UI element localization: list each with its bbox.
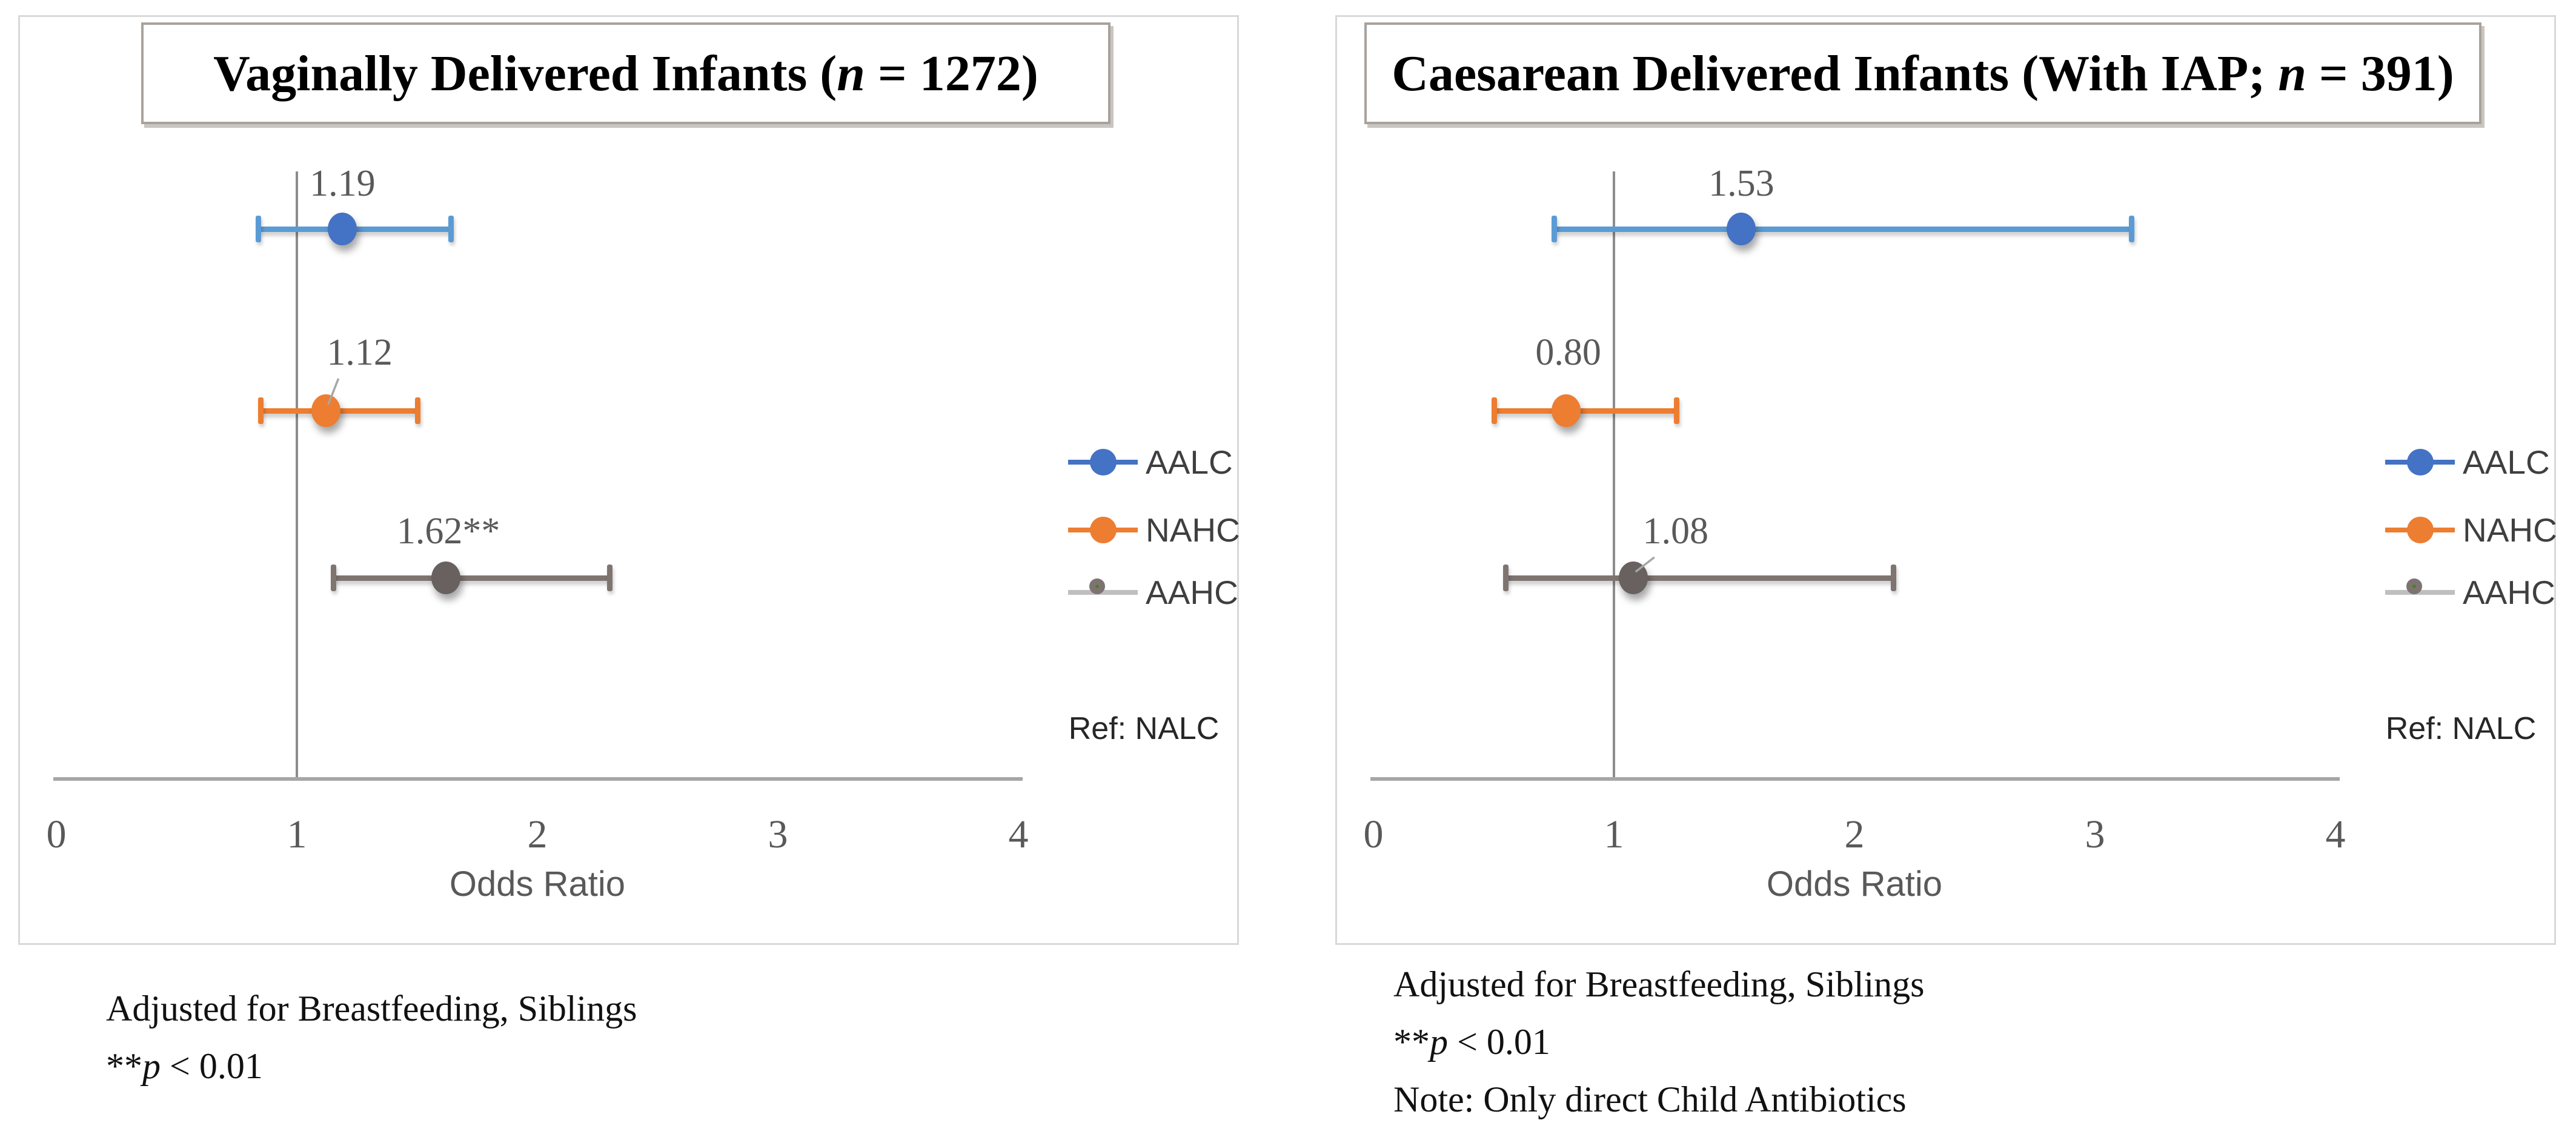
legend-marker-aahc-icon	[2406, 578, 2422, 594]
footnote-segment: Adjusted for Breastfeeding, Siblings	[106, 989, 637, 1029]
marker-aalc	[328, 213, 357, 245]
footnote-line: Adjusted for Breastfeeding, Siblings	[1393, 956, 1925, 1013]
x-tick-label: 3	[768, 812, 788, 856]
error-cap-low-nahc	[258, 397, 264, 424]
x-tick-label: 2	[1844, 812, 1865, 856]
legend-marker-aalc-icon	[2407, 449, 2434, 475]
data-label-aahc: 1.08	[1642, 511, 1709, 552]
data-label-nahc: 1.12	[327, 332, 393, 373]
chart-title-segment: n	[837, 45, 865, 102]
error-cap-high-nahc	[414, 397, 420, 424]
footnote-line: Adjusted for Breastfeeding, Siblings	[106, 980, 637, 1038]
footnote-segment: Adjusted for Breastfeeding, Siblings	[1393, 964, 1925, 1004]
legend-marker-nahc-icon	[2407, 517, 2434, 543]
x-axis-title: Odds Ratio	[449, 864, 626, 904]
leader-lines	[1635, 556, 1655, 573]
leader-lines	[327, 378, 340, 405]
x-tick-label: 0	[46, 812, 67, 856]
legend-marker-aahc-icon	[1089, 578, 1105, 594]
x-tick-label: 3	[2085, 812, 2105, 856]
error-cap-high-aalc	[448, 216, 454, 242]
footnote-line: **p < 0.01	[1393, 1013, 1925, 1071]
chart-title-box: Vaginally Delivered Infants (n = 1272)	[141, 22, 1110, 124]
legend-label-aalc: AALC	[1146, 443, 1233, 481]
legend-label-aalc: AALC	[2463, 443, 2550, 481]
chart-title: Caesarean Delivered Infants (With IAP; n…	[1392, 44, 2454, 103]
panel-vaginally-delivered: Vaginally Delivered Infants (n = 1272) 1…	[18, 15, 1240, 945]
legend-line-aahc	[1068, 590, 1138, 595]
chart-title-segment: n	[2278, 45, 2306, 102]
error-bar-aahc	[1505, 575, 1893, 581]
footnote-segment: p	[142, 1046, 161, 1086]
data-label-aahc: 1.62**	[396, 511, 500, 552]
error-cap-high-nahc	[1674, 397, 1680, 424]
chart-title: Vaginally Delivered Infants (n = 1272)	[213, 44, 1038, 103]
data-label-nahc: 0.80	[1535, 332, 1601, 373]
error-cap-high-aahc	[607, 565, 613, 591]
data-label-aalc: 1.19	[310, 163, 376, 204]
marker-aahc	[1618, 562, 1648, 594]
marker-aalc	[1727, 213, 1756, 245]
reference-line	[1613, 171, 1615, 779]
x-tick-label: 0	[1363, 812, 1384, 856]
footnote-segment: p	[1430, 1022, 1448, 1062]
marker-nahc	[1551, 394, 1581, 427]
chart-title-segment: = 391)	[2306, 45, 2454, 102]
x-tick-label: 4	[2325, 812, 2346, 856]
error-bar-nahc	[1493, 408, 1677, 414]
x-tick-label: 1	[287, 812, 307, 856]
x-axis-title: Odds Ratio	[1766, 864, 1943, 904]
error-cap-low-aalc	[1551, 216, 1557, 242]
reference-note: Ref: NALC	[2385, 711, 2537, 746]
legend-marker-nahc-icon	[1090, 517, 1117, 543]
footnote-segment: < 0.01	[1448, 1022, 1550, 1062]
error-cap-low-aahc	[1503, 565, 1509, 591]
x-tick-label: 1	[1604, 812, 1624, 856]
error-bar-aalc	[1553, 227, 2131, 232]
chart-title-segment: Caesarean Delivered Infants (With IAP;	[1392, 45, 2279, 102]
marker-aahc	[431, 562, 461, 594]
error-cap-low-nahc	[1491, 397, 1497, 424]
footnote-caesarean-delivered: Adjusted for Breastfeeding, Siblings **p …	[1393, 956, 1925, 1128]
reference-line	[296, 171, 298, 779]
marker-nahc	[311, 394, 340, 427]
error-cap-low-aahc	[330, 565, 336, 591]
footnote-line: **p < 0.01	[106, 1038, 637, 1095]
legend-marker-aalc-icon	[1090, 449, 1117, 475]
legend-label-aahc: AAHC	[2463, 574, 2555, 611]
reference-note: Ref: NALC	[1068, 711, 1220, 746]
error-cap-high-aalc	[2128, 216, 2134, 242]
x-tick-label: 2	[527, 812, 548, 856]
error-bar-aahc	[333, 575, 610, 581]
legend-label-aahc: AAHC	[1146, 574, 1238, 611]
x-tick-label: 4	[1008, 812, 1029, 856]
legend-label-nahc: NAHC	[1146, 511, 1240, 549]
error-cap-high-aahc	[1890, 565, 1896, 591]
legend-line-aahc	[2385, 590, 2455, 595]
chart-title-segment: = 1272)	[865, 45, 1038, 102]
x-axis-line	[1370, 777, 2340, 781]
error-cap-low-aalc	[256, 216, 262, 242]
chart-title-segment: Vaginally Delivered Infants (	[213, 45, 837, 102]
chart-title-box: Caesarean Delivered Infants (With IAP; n…	[1364, 22, 2481, 124]
panel-caesarean-delivered: Caesarean Delivered Infants (With IAP; n…	[1335, 15, 2557, 945]
legend-label-nahc: NAHC	[2463, 511, 2557, 549]
footnote-line: Note: Only direct Child Antibiotics	[1393, 1071, 1925, 1128]
footnote-vaginally-delivered: Adjusted for Breastfeeding, Siblings **p …	[106, 980, 637, 1095]
data-label-aalc: 1.53	[1708, 163, 1774, 204]
footnote-segment: **	[1393, 1022, 1430, 1062]
footnote-segment: **	[106, 1046, 142, 1086]
footnote-segment: Note: Only direct Child Antibiotics	[1393, 1079, 1907, 1119]
footnote-segment: < 0.01	[161, 1046, 263, 1086]
x-axis-line	[53, 777, 1023, 781]
